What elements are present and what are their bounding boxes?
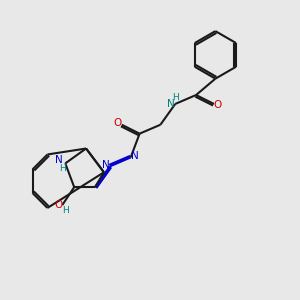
Text: N: N (167, 99, 175, 109)
Text: O: O (113, 118, 122, 128)
Text: H: H (59, 164, 66, 173)
Text: H: H (172, 94, 178, 103)
Text: H: H (62, 206, 69, 215)
Text: N: N (101, 160, 109, 170)
Text: N: N (56, 155, 63, 165)
Text: O: O (55, 200, 63, 210)
Text: O: O (213, 100, 222, 110)
Text: N: N (131, 151, 139, 161)
